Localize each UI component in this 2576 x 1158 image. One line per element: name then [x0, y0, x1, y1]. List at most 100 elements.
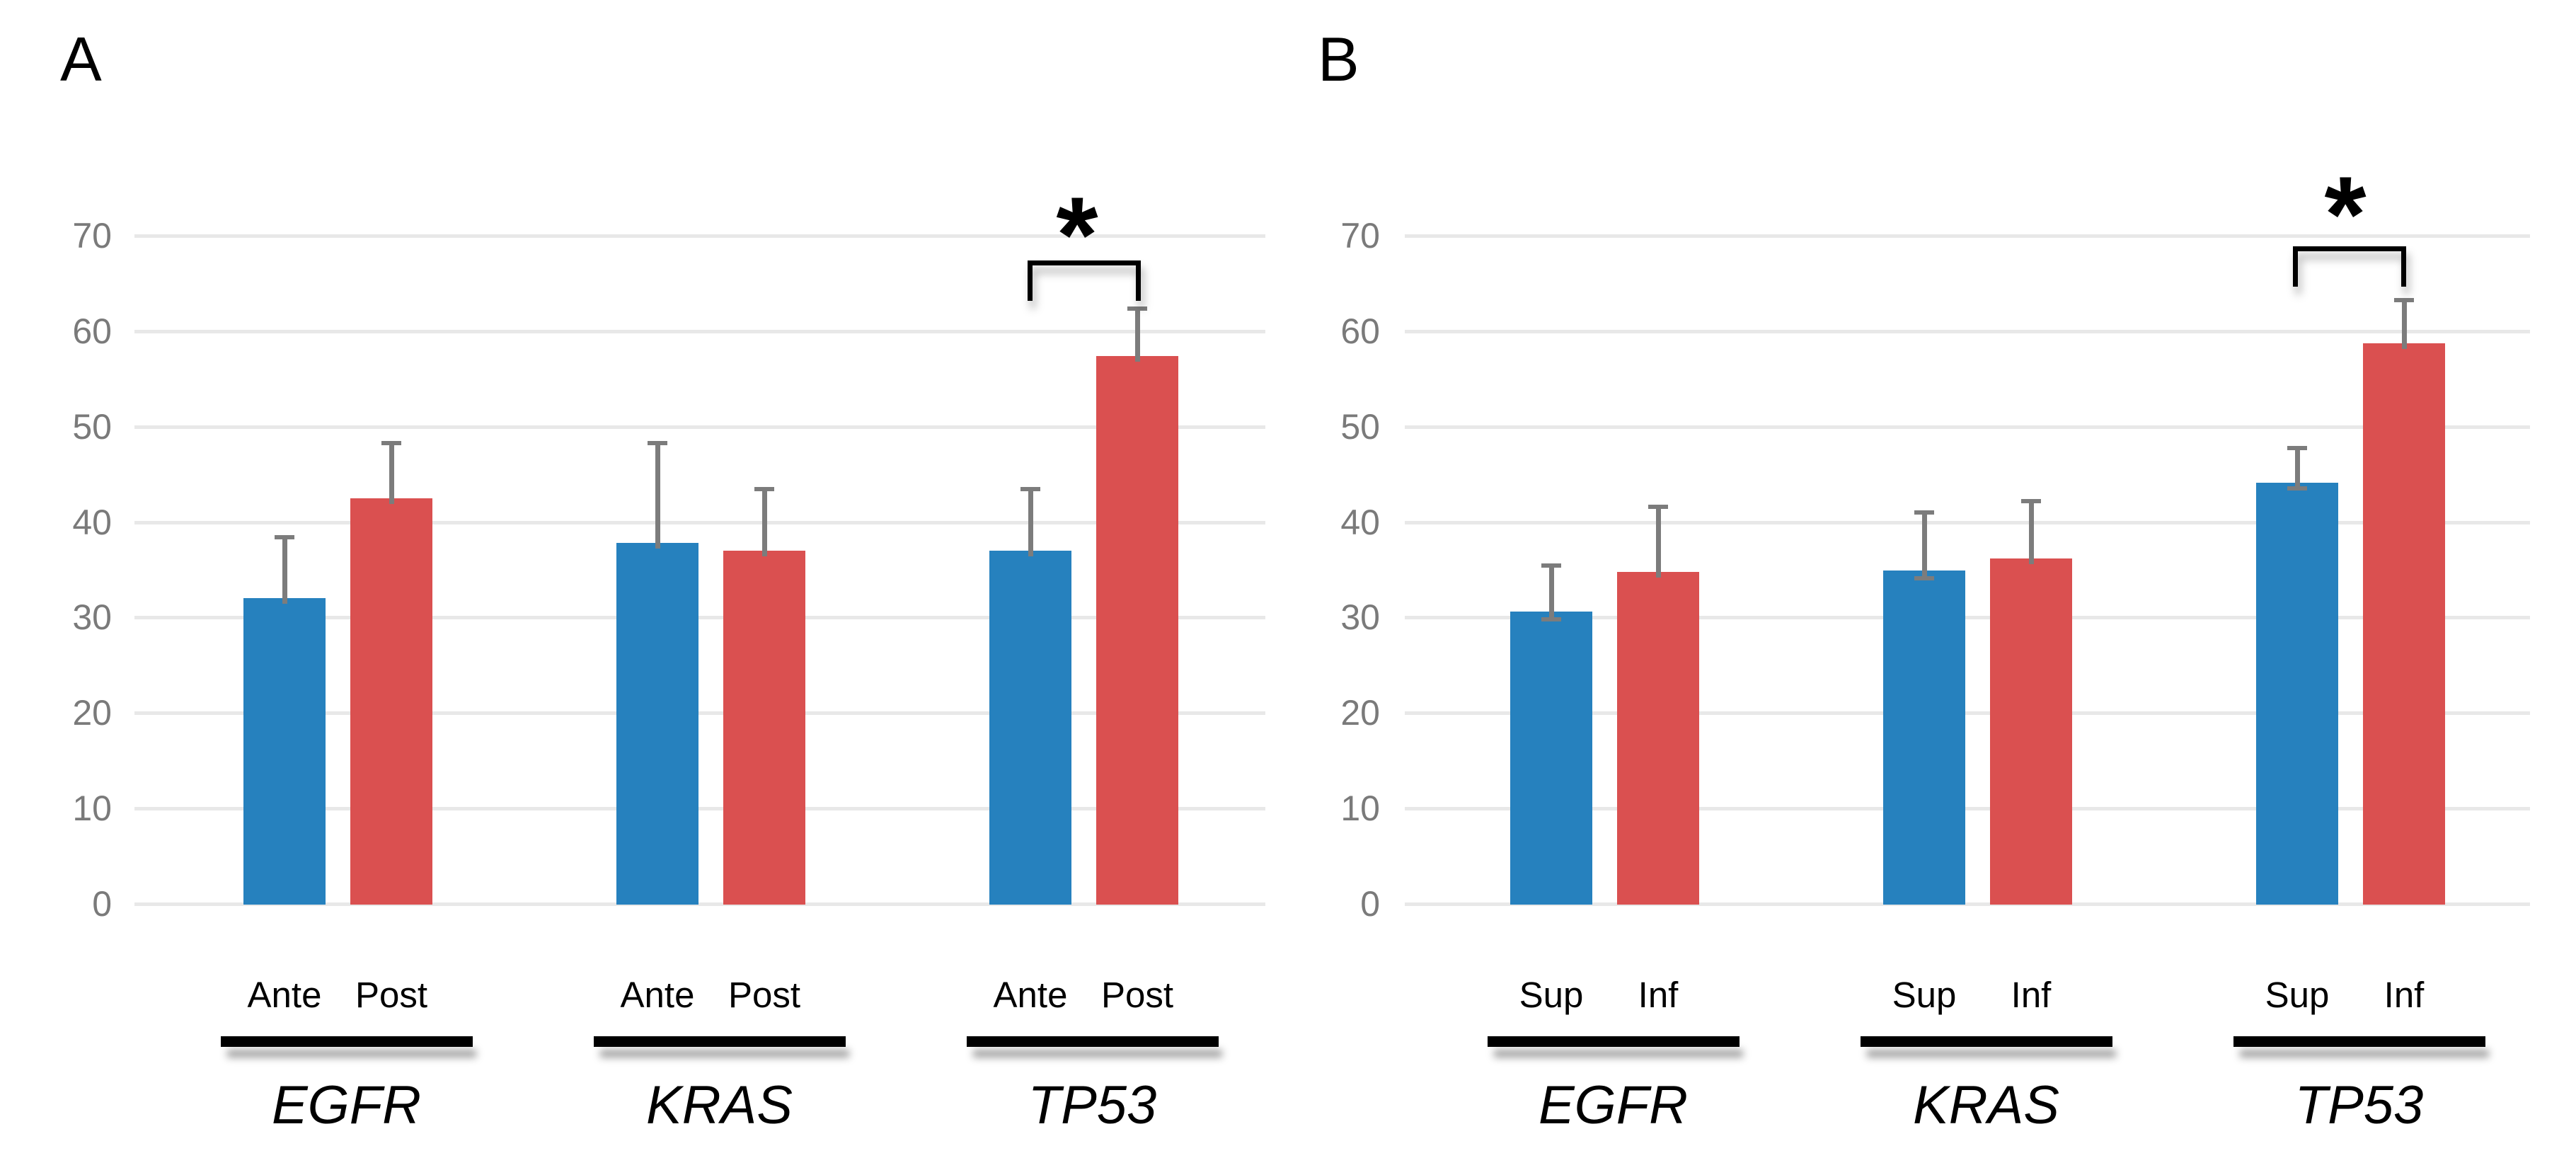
error-bar-cap-top-kras-post [754, 486, 774, 491]
gridline-y10 [1405, 807, 2530, 811]
bar-kras-sup [1883, 571, 1965, 905]
y-axis-tick-label-50: 50 [1340, 406, 1380, 447]
error-bar-cap-bottom-egfr-sup [1541, 617, 1561, 621]
error-bar-cap-top-tp53-inf [2394, 297, 2414, 302]
error-bar-line-egfr-ante [282, 537, 287, 604]
gridline-y40 [134, 520, 1265, 524]
category-underline-kras [1860, 1036, 2112, 1047]
category-underline-tp53 [2233, 1036, 2485, 1047]
error-bar-line-kras-inf [2028, 500, 2034, 564]
error-bar-line-egfr-inf [1655, 506, 1661, 578]
y-axis-tick-label-10: 10 [1340, 789, 1380, 829]
gridline-y40 [1405, 520, 2530, 524]
y-axis-tick-label-60: 60 [72, 311, 112, 351]
category-underline-kras [593, 1036, 846, 1047]
error-bar-line-kras-sup [1921, 512, 1927, 580]
bar-label-tp53-inf: Inf [2384, 975, 2425, 1015]
category-underline-tp53 [966, 1036, 1219, 1047]
error-bar-cap-top-egfr-inf [1648, 505, 1668, 510]
gridline-y0 [1405, 902, 2530, 906]
category-label-tp53: TP53 [2294, 1075, 2424, 1135]
y-axis-tick-label-70: 70 [1340, 215, 1380, 256]
panel-a-label: A [60, 24, 103, 94]
error-bar-line-tp53-sup [2294, 447, 2300, 491]
category-underline-egfr [1487, 1036, 1740, 1047]
bar-label-egfr-ante: Ante [247, 975, 322, 1015]
category-label-kras: KRAS [1913, 1075, 2059, 1135]
panel-b-label: B [1318, 24, 1360, 94]
bar-label-tp53-post: Post [1100, 975, 1174, 1015]
bar-kras-ante [616, 543, 698, 905]
error-bar-cap-top-tp53-sup [2287, 445, 2307, 450]
gridline-y20 [1405, 711, 2530, 716]
y-axis-tick-label-50: 50 [72, 406, 112, 447]
gridline-y50 [1405, 425, 2530, 429]
error-bar-line-tp53-inf [2401, 299, 2407, 350]
y-axis-tick-label-70: 70 [72, 215, 112, 256]
gridline-y10 [134, 807, 1265, 811]
category-label-kras: KRAS [646, 1075, 793, 1135]
y-axis-tick-label-20: 20 [1340, 693, 1380, 733]
y-axis-tick-label-60: 60 [1340, 311, 1380, 351]
significance-asterisk-tp53: * [1056, 175, 1098, 296]
y-axis-tick-label-30: 30 [1340, 597, 1380, 638]
gridline-y70 [134, 234, 1265, 238]
bar-label-tp53-sup: Sup [2265, 975, 2330, 1015]
gridline-y60 [134, 329, 1265, 333]
error-bar-line-kras-post [761, 488, 767, 556]
gridline-y30 [134, 616, 1265, 620]
category-label-egfr: EGFR [271, 1075, 422, 1135]
bar-egfr-post [350, 498, 432, 905]
bar-label-kras-sup: Sup [1892, 975, 1957, 1015]
y-axis-tick-label-40: 40 [72, 502, 112, 542]
error-bar-cap-top-kras-sup [1914, 510, 1934, 515]
bar-kras-inf [1990, 558, 2072, 905]
error-bar-line-tp53-ante [1028, 488, 1033, 556]
error-bar-line-tp53-post [1134, 307, 1140, 362]
y-axis-tick-label-0: 0 [1360, 884, 1380, 924]
category-label-egfr: EGFR [1538, 1075, 1689, 1135]
error-bar-cap-bottom-tp53-sup [2287, 486, 2307, 491]
bar-tp53-inf [2363, 343, 2445, 905]
bar-kras-post [723, 551, 805, 905]
bar-tp53-post [1096, 355, 1178, 905]
category-underline-egfr [220, 1036, 473, 1047]
bar-egfr-inf [1617, 571, 1699, 905]
bar-egfr-ante [243, 598, 326, 905]
error-bar-cap-top-egfr-ante [275, 535, 294, 540]
category-label-tp53: TP53 [1028, 1075, 1157, 1135]
error-bar-cap-top-kras-inf [2021, 499, 2041, 504]
bar-label-kras-ante: Ante [620, 975, 695, 1015]
error-bar-cap-bottom-kras-sup [1914, 575, 1934, 580]
gridline-y70 [1405, 234, 2530, 238]
bar-tp53-sup [2256, 483, 2338, 905]
y-axis-tick-label-10: 10 [72, 789, 112, 829]
y-axis-tick-label-0: 0 [92, 884, 112, 924]
significance-bracket-tp53 [2293, 246, 2406, 287]
error-bar-cap-top-kras-ante [648, 440, 667, 445]
bar-label-tp53-ante: Ante [993, 975, 1068, 1015]
bar-label-egfr-post: Post [355, 975, 428, 1015]
error-bar-line-egfr-post [389, 442, 394, 504]
gridline-y30 [1405, 616, 2530, 620]
error-bar-cap-top-tp53-post [1127, 306, 1147, 311]
error-bar-cap-top-egfr-post [381, 440, 401, 445]
significance-asterisk-tp53: * [2324, 154, 2367, 275]
y-axis-tick-label-30: 30 [72, 597, 112, 638]
error-bar-line-kras-ante [655, 442, 660, 549]
significance-bracket-tp53 [1028, 260, 1141, 301]
gridline-y50 [134, 425, 1265, 429]
bar-label-kras-inf: Inf [2011, 975, 2052, 1015]
y-axis-tick-label-40: 40 [1340, 502, 1380, 542]
gridline-y20 [134, 711, 1265, 716]
bar-label-egfr-inf: Inf [1638, 975, 1679, 1015]
error-bar-cap-top-egfr-sup [1541, 563, 1561, 568]
bar-egfr-sup [1510, 612, 1592, 905]
error-bar-line-egfr-sup [1548, 564, 1554, 621]
y-axis-tick-label-20: 20 [72, 693, 112, 733]
bar-label-kras-post: Post [728, 975, 801, 1015]
error-bar-cap-top-tp53-ante [1020, 486, 1040, 491]
